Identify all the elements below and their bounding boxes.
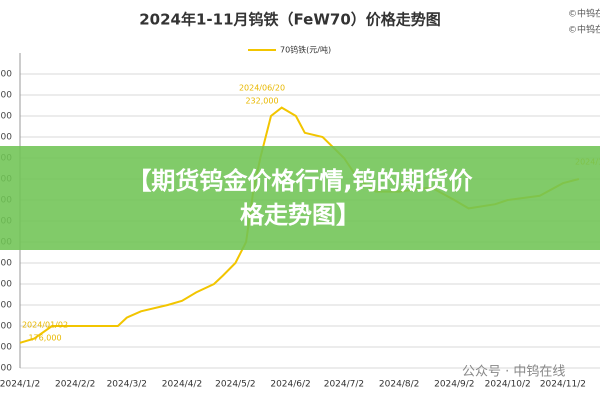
y-tick-label: 235000	[0, 91, 12, 101]
x-tick-label: 2024/9/2	[434, 380, 474, 390]
x-tick-label: 2024/7/2	[324, 380, 364, 390]
x-tick-label: 2024/3/2	[107, 380, 147, 390]
banner-text: 格走势图】	[240, 201, 360, 229]
x-tick-label: 2024/11/2	[540, 380, 586, 390]
banner	[0, 146, 600, 250]
y-tick-label: 240000	[0, 70, 12, 80]
x-tick-label: 2024/10/2	[485, 380, 531, 390]
y-tick-label: 170000	[0, 364, 12, 374]
annotation: 232,000	[245, 97, 278, 106]
legend-label: 70钨铁(元/吨)	[280, 45, 331, 55]
x-tick-label: 2024/5/2	[215, 380, 255, 390]
y-tick-label: 185000	[0, 301, 12, 311]
y-tick-label: 190000	[0, 280, 12, 290]
annotation: 2024/06/20	[239, 84, 285, 93]
y-tick-label: 195000	[0, 259, 12, 269]
x-tick-label: 2024/2/2	[55, 380, 95, 390]
x-tick-label: 2024/6/2	[270, 380, 310, 390]
chart-title: 2024年1-11月钨铁（FeW70）价格走势图	[139, 11, 441, 29]
x-tick-label: 2024/1/2	[0, 380, 40, 390]
x-tick-label: 2024/4/2	[162, 380, 202, 390]
banner-text: 【期货钨金价格行情,钨的期货价	[127, 167, 473, 195]
corner-note: ©中钨在线	[568, 8, 600, 20]
y-tick-label: 230000	[0, 112, 12, 122]
watermark: 公众号 · 中钨在线	[462, 364, 565, 380]
y-tick-label: 175000	[0, 343, 12, 353]
y-tick-label: 180000	[0, 322, 12, 332]
y-tick-label: 225000	[0, 133, 12, 143]
corner-note: ©中钨在线	[568, 24, 600, 36]
x-tick-label: 2024/8/2	[379, 380, 419, 390]
annotation: 2024/01/02	[22, 321, 68, 330]
annotation: 176,000	[28, 334, 61, 343]
